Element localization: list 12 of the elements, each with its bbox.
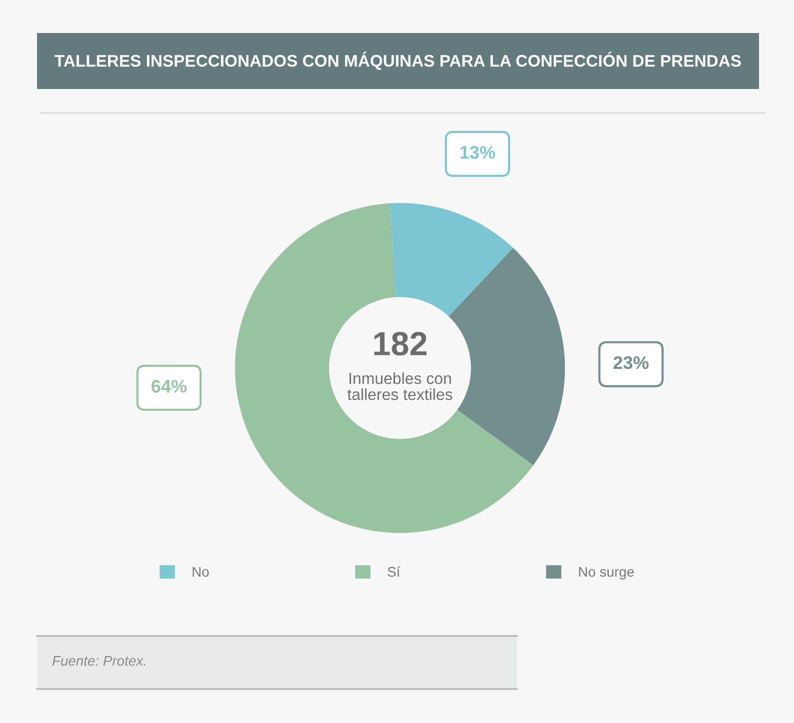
data-label: 13% (460, 146, 496, 159)
data-label: 23% (614, 356, 649, 370)
text: Inmuebles con talleres textiles (347, 372, 452, 400)
donut-slice (390, 203, 514, 316)
legend-label: No surge (579, 567, 634, 580)
legend-label: Sí (388, 566, 400, 577)
donut-slice (235, 203, 534, 533)
data-label: 64% (152, 380, 187, 393)
legend-label: No (192, 567, 209, 577)
source-note: Fuente: Protex. (52, 656, 146, 666)
chart-title: TALLERES INSPECCIONADOS CON MÁQUINAS PARA LA CONFECCIÓN DE PRENDAS (54, 52, 741, 70)
text: 182 (374, 332, 426, 356)
